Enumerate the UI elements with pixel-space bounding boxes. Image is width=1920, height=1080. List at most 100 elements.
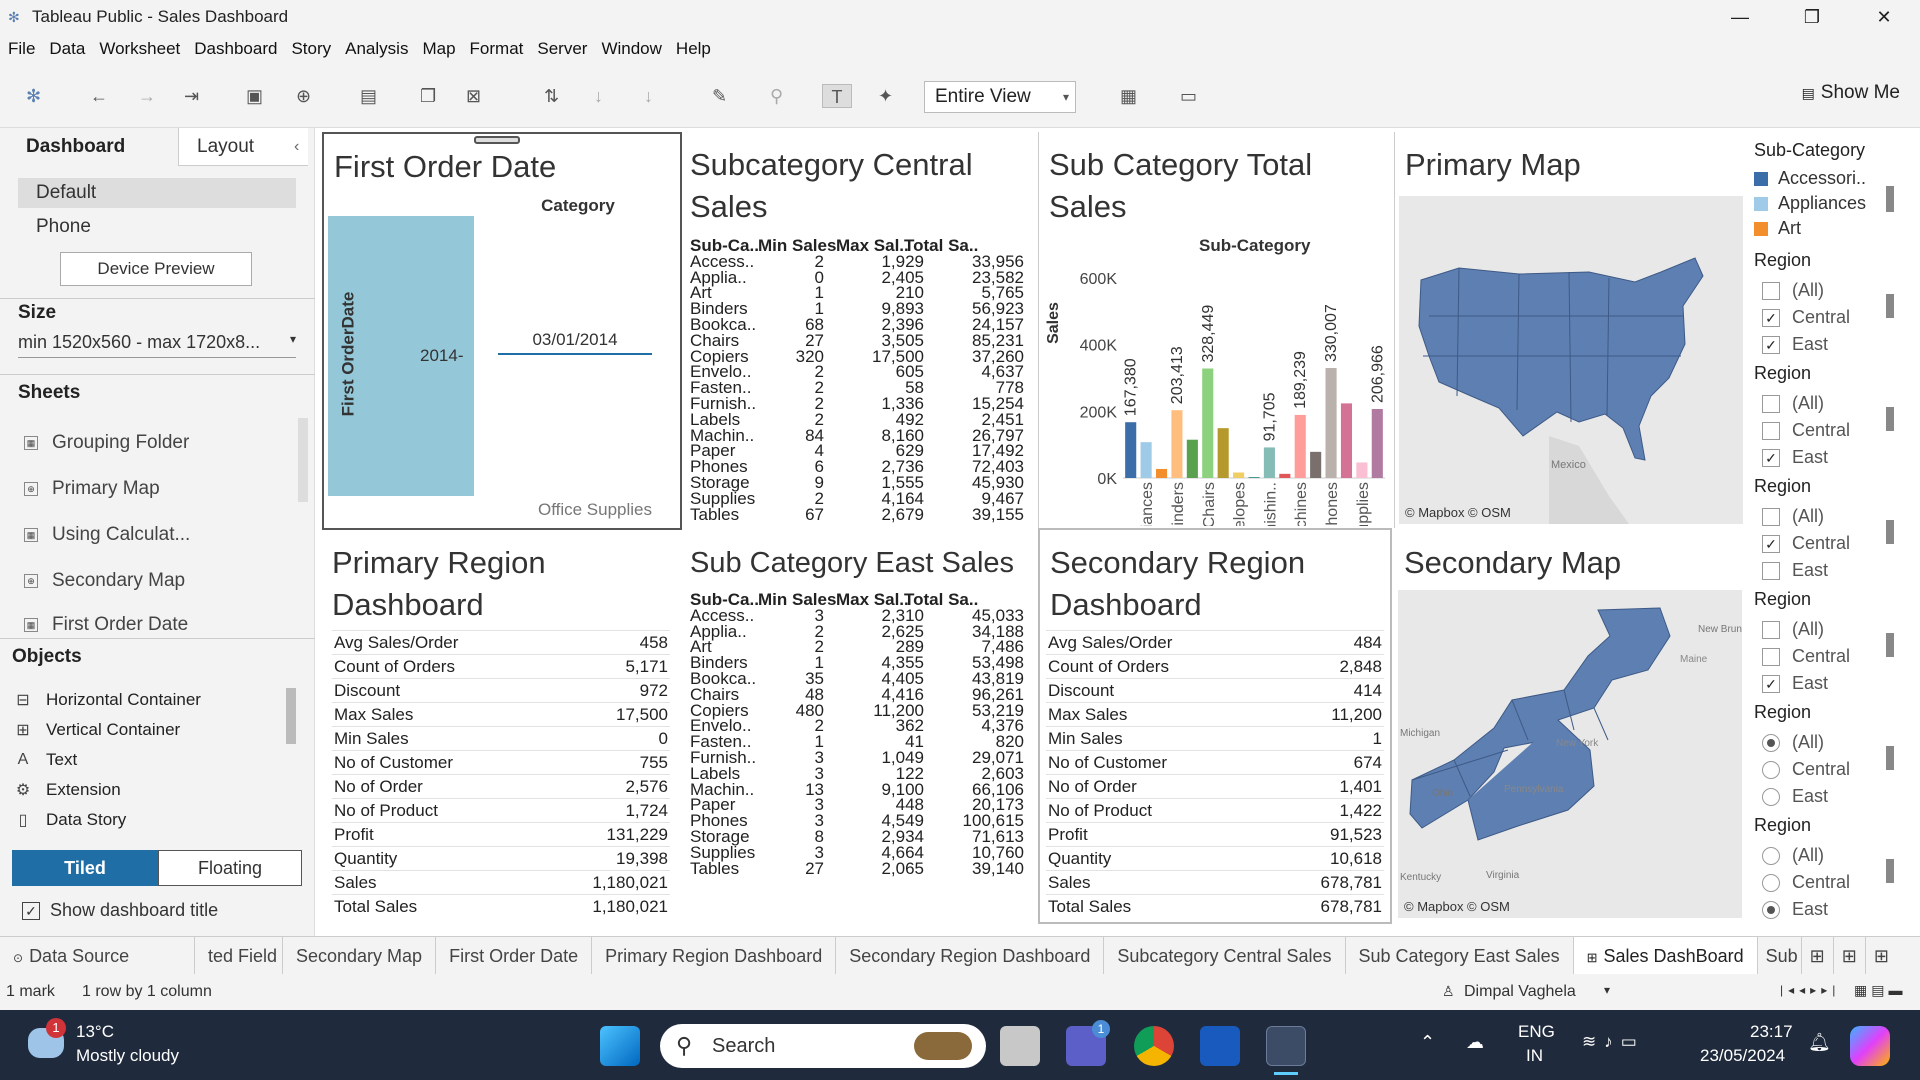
table-row[interactable]: Bookca.. 68 2,396 24,157	[690, 316, 1030, 333]
collapse-icon[interactable]: ‹	[294, 138, 300, 155]
duplicate-icon[interactable]: ❐	[420, 86, 437, 106]
metric-row[interactable]: No of Customer 674	[1046, 750, 1384, 774]
presentation-icon[interactable]: ▭	[1180, 86, 1198, 106]
bar[interactable]	[1310, 451, 1322, 478]
tab-first-order-date[interactable]: First Order Date	[436, 936, 593, 975]
replay-icon[interactable]: ⇥	[184, 86, 200, 106]
language-region[interactable]: IN	[1526, 1046, 1543, 1065]
filter-option[interactable]: (All)	[1762, 506, 1824, 527]
menu-server[interactable]: Server	[537, 39, 588, 58]
filter-option[interactable]: Central	[1762, 872, 1850, 893]
table-row[interactable]: Storage 8 2,934 71,613	[690, 828, 1030, 845]
menu-worksheet[interactable]: Worksheet	[99, 39, 181, 58]
filter-scrollbar[interactable]	[1886, 407, 1894, 431]
notification-bell-icon[interactable]: 🔔︎	[1808, 1032, 1831, 1052]
metric-row[interactable]: Avg Sales/Order 458	[332, 630, 670, 654]
object-horizontal-container[interactable]: ⊟ Horizontal Container	[14, 690, 201, 710]
sheet-item[interactable]: ⊕ Secondary Map	[24, 570, 185, 592]
metric-row[interactable]: No of Order 2,576	[332, 774, 670, 798]
metric-row[interactable]: Max Sales 17,500	[332, 702, 670, 726]
metric-row[interactable]: Quantity 19,398	[332, 846, 670, 870]
tableau-home-icon[interactable]: ✻	[26, 86, 42, 106]
object-text[interactable]: A Text	[14, 750, 78, 770]
menu-map[interactable]: Map	[422, 39, 456, 58]
sheet-item[interactable]: ▦ First Order Date	[24, 614, 188, 636]
filter-scrollbar[interactable]	[1886, 294, 1894, 318]
bar[interactable]	[1279, 473, 1291, 478]
windows-start-icon[interactable]	[600, 1026, 640, 1066]
metric-row[interactable]: No of Product 1,724	[332, 798, 670, 822]
table-row[interactable]: Envelo.. 2 605 4,637	[690, 363, 1030, 380]
language-code[interactable]: ENG	[1518, 1022, 1555, 1041]
primary-map[interactable]: Mexico © Mapbox © OSM	[1399, 196, 1743, 524]
first-order-date-value[interactable]: 03/01/2014	[498, 330, 652, 355]
metric-row[interactable]: Profit 131,229	[332, 822, 670, 846]
swap-icon[interactable]: ⇅	[544, 86, 560, 106]
table-row[interactable]: Binders 1 4,355 53,498	[690, 654, 1030, 671]
table-row[interactable]: Copiers 480 11,200 53,219	[690, 702, 1030, 719]
new-worksheet-tab-icon[interactable]: ⊞	[1802, 936, 1834, 975]
new-story-tab-icon[interactable]: ⊞	[1873, 945, 1889, 966]
sheet-item[interactable]: ▦ Using Calculat...	[24, 524, 190, 546]
table-row[interactable]: Storage 9 1,555 45,930	[690, 474, 1030, 491]
tab-sub-truncated[interactable]: Sub	[1758, 936, 1802, 975]
filter-option[interactable]: (All)	[1762, 845, 1824, 866]
table-row[interactable]: Furnish.. 2 1,336 15,254	[690, 395, 1030, 412]
filter-scrollbar[interactable]	[1886, 746, 1894, 770]
column-header[interactable]: Total Sa..	[904, 236, 979, 255]
user-name[interactable]: Dimpal Vaghela	[1464, 983, 1576, 1000]
pin-icon[interactable]: ✦	[878, 86, 894, 106]
bar[interactable]	[1294, 414, 1306, 478]
table-row[interactable]: Phones 3 4,549 100,615	[690, 812, 1030, 829]
table-row[interactable]: Fasten.. 2 58 778	[690, 379, 1030, 396]
bar[interactable]	[1155, 468, 1168, 478]
filter-option[interactable]: East	[1762, 786, 1828, 807]
show-cards-icon[interactable]: ▦	[1120, 86, 1138, 106]
table-row[interactable]: Access.. 3 2,310 45,033	[690, 607, 1030, 624]
filter-option[interactable]: ✓ East	[1762, 673, 1828, 694]
secondary-map[interactable]: Michigan Ohio Kentucky Virginia New York…	[1398, 590, 1742, 918]
sheet-navigation-icons[interactable]: |◂◂▸▸|	[1780, 983, 1841, 997]
legend-item[interactable]: Accessori..	[1754, 166, 1866, 191]
metric-row[interactable]: Sales 678,781	[1046, 870, 1384, 894]
metric-row[interactable]: Profit 91,523	[1046, 822, 1384, 846]
tab-data-source[interactable]: ⊙ Data Source	[0, 936, 195, 975]
menu-story[interactable]: Story	[291, 39, 332, 58]
table-row[interactable]: Supplies 2 4,164 9,467	[690, 490, 1030, 507]
column-header[interactable]: Sub-Ca..	[690, 590, 759, 609]
word-icon[interactable]	[1200, 1026, 1240, 1066]
copilot-icon[interactable]	[1850, 1026, 1890, 1066]
table-row[interactable]: Phones 6 2,736 72,403	[690, 458, 1030, 475]
bar[interactable]	[1233, 472, 1245, 478]
filter-option[interactable]: (All)	[1762, 732, 1824, 753]
legend-item[interactable]: Art	[1754, 216, 1866, 241]
metric-row[interactable]: Quantity 10,618	[1046, 846, 1384, 870]
bar[interactable]	[1248, 476, 1260, 478]
fit-dropdown[interactable]: Entire View ▾	[924, 81, 1076, 113]
metric-row[interactable]: Count of Orders 2,848	[1046, 654, 1384, 678]
menu-help[interactable]: Help	[675, 39, 711, 58]
device-default[interactable]: Default	[18, 178, 296, 208]
tab-sales-dashboard[interactable]: ⊞ Sales DashBoard	[1573, 936, 1758, 975]
metric-row[interactable]: No of Product 1,422	[1046, 798, 1384, 822]
table-row[interactable]: Access.. 2 1,929 33,956	[690, 253, 1030, 270]
group-icon[interactable]: ⚲	[770, 86, 784, 106]
menu-data[interactable]: Data	[49, 39, 86, 58]
chrome-icon[interactable]	[1134, 1026, 1174, 1066]
menu-format[interactable]: Format	[469, 39, 524, 58]
floating-button[interactable]: Floating	[158, 850, 302, 886]
bar[interactable]	[1371, 409, 1383, 478]
tab-subcategory-east-sales[interactable]: Sub Category East Sales	[1346, 936, 1574, 975]
show-me-button[interactable]: ▤ Show Me	[1802, 82, 1900, 104]
filter-option[interactable]: ✓ Central	[1762, 533, 1850, 554]
view-mode-icons[interactable]: ▦▤▬	[1854, 982, 1907, 998]
filter-option[interactable]: Central	[1762, 646, 1850, 667]
metric-row[interactable]: Count of Orders 5,171	[332, 654, 670, 678]
clear-sheet-icon[interactable]: ⊠	[466, 86, 482, 106]
filter-option[interactable]: (All)	[1762, 619, 1824, 640]
table-row[interactable]: Bookca.. 35 4,405 43,819	[690, 670, 1030, 687]
filter-option[interactable]: ✓ Central	[1762, 307, 1850, 328]
metric-row[interactable]: Avg Sales/Order 484	[1046, 630, 1384, 654]
tableau-taskbar-icon[interactable]	[1266, 1026, 1306, 1066]
metric-row[interactable]: Discount 414	[1046, 678, 1384, 702]
